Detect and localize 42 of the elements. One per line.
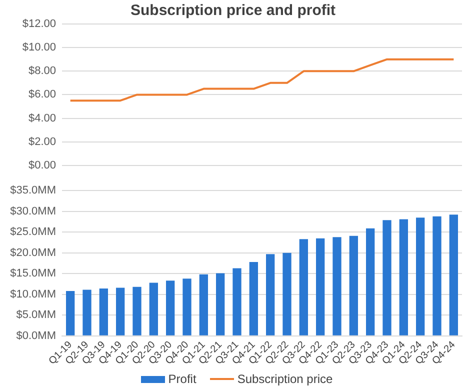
chart-title: Subscription price and profit [130,2,336,20]
bar [449,214,458,336]
y-tick-label: $20.0MM [10,246,56,259]
bar [166,280,175,336]
bar [182,278,192,336]
bar [399,219,408,336]
y-tick-label: $15.0MM [10,268,56,280]
y-tick-label: $6.00 [28,88,56,101]
y-tick-label: $12.00 [22,18,56,30]
y-tick-label: $10.00 [22,42,56,54]
bar [199,274,208,336]
y-tick-label: $35.0MM [10,184,56,197]
bar [382,220,392,336]
legend-label: Subscription price [237,372,333,386]
bar [266,254,275,336]
bar [366,228,375,336]
legend-label: Profit [168,372,196,386]
bar [349,236,358,336]
y-tick-label: $0.00 [28,159,56,172]
y-tick-label: $5.0MM [16,309,56,322]
y-tick-label: $8.00 [28,65,56,78]
bar [216,273,225,336]
y-tick-label: $0.0MM [16,330,56,342]
y-tick-label: $25.0MM [10,226,56,238]
bar [299,239,308,336]
y-tick-label: $2.00 [28,136,56,148]
y-tick-label: $10.0MM [10,288,56,300]
bar [282,252,292,336]
bar [99,288,108,336]
bar [432,216,442,336]
bar [132,286,142,336]
bar [116,288,125,336]
bar [82,290,92,336]
bar [149,282,158,336]
y-tick-label: $30.0MM [10,205,56,218]
bar [332,237,342,336]
y-tick-label: $4.00 [28,112,56,124]
bar [249,262,258,336]
bar [232,268,242,336]
bar [66,291,75,336]
bar [316,238,325,336]
bar [416,218,425,336]
